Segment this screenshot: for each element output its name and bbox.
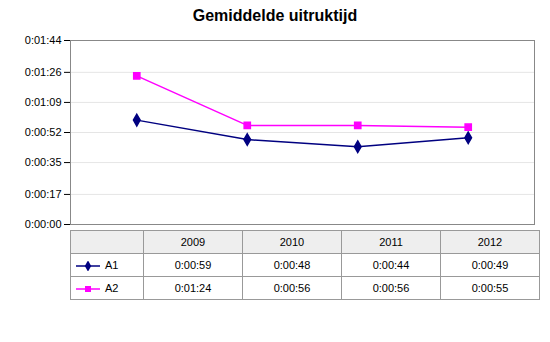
svg-text:0:00:00: 0:00:00 — [25, 218, 62, 230]
html-text:2010: 2010 — [279, 236, 305, 248]
svg-text:0:01:09: 0:01:09 — [25, 96, 62, 108]
html-text:0:00:59: 0:00:59 — [174, 259, 212, 271]
html-text:Gemiddelde uitruktijd: Gemiddelde uitruktijd — [192, 7, 358, 24]
html-text:0:00:56: 0:00:56 — [372, 282, 410, 294]
html-text:0:00:49: 0:00:49 — [471, 259, 509, 271]
html-text:0:01:24: 0:01:24 — [174, 282, 212, 294]
html-text:0:00:44: 0:00:44 — [372, 259, 410, 271]
html-text:2012: 2012 — [477, 236, 503, 248]
svg-text:0:00:35: 0:00:35 — [25, 156, 62, 168]
html-text:0:00:48: 0:00:48 — [273, 259, 311, 271]
svg-text:0:00:17: 0:00:17 — [25, 188, 62, 200]
html-text:0:00:56: 0:00:56 — [273, 282, 311, 294]
svg-text:0:00:52: 0:00:52 — [25, 126, 62, 138]
html-text:0:00:55: 0:00:55 — [471, 282, 509, 294]
html-text:2009: 2009 — [180, 236, 206, 248]
html-text:2011: 2011 — [379, 236, 403, 248]
html-text:A1: A1 — [105, 259, 119, 271]
svg-text:0:01:44: 0:01:44 — [25, 34, 62, 46]
svg-text:0:01:26: 0:01:26 — [25, 66, 62, 78]
html-text:A2: A2 — [105, 282, 119, 294]
